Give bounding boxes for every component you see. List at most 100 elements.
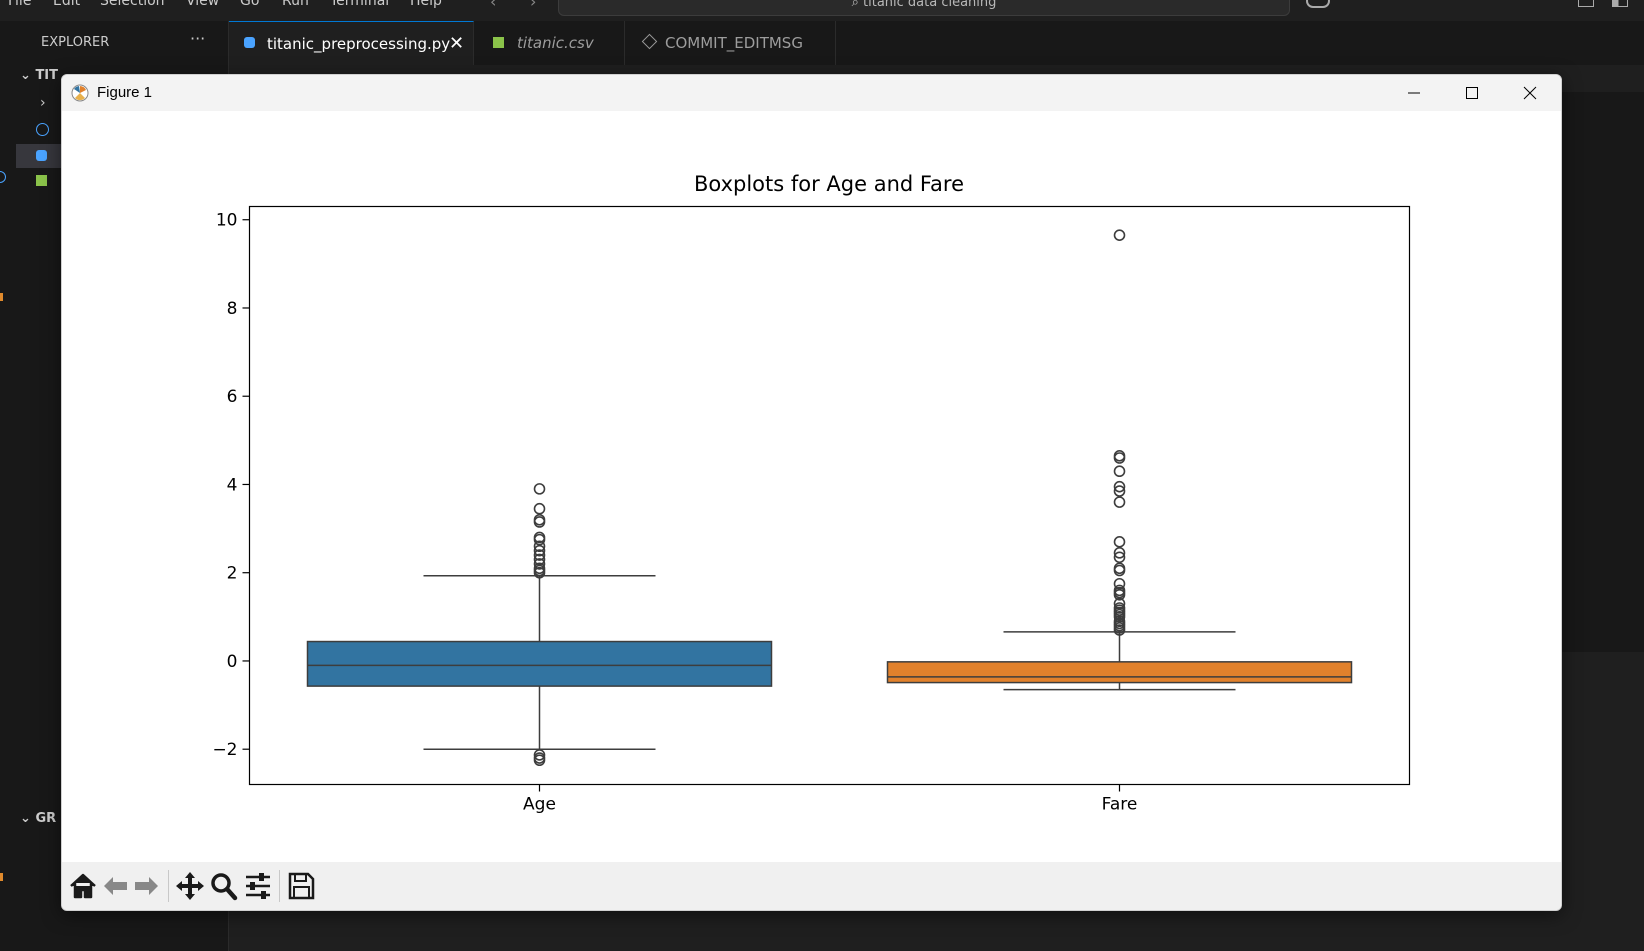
section-header[interactable]: ⌄ GR xyxy=(20,811,57,826)
menu-file[interactable]: File xyxy=(8,0,32,9)
folder-header[interactable]: ⌄ TIT xyxy=(20,68,59,83)
outlier-point xyxy=(533,502,546,515)
outlier-point xyxy=(1113,602,1126,614)
tab-commit-editmsg[interactable]: COMMIT_EDITMSG xyxy=(625,21,836,65)
save-icon xyxy=(288,872,315,900)
close-icon[interactable]: ✕ xyxy=(449,33,465,54)
nav-back-icon[interactable]: ‹ xyxy=(490,0,497,11)
menu-go[interactable]: Go xyxy=(240,0,260,9)
menu-edit[interactable]: Edit xyxy=(53,0,81,9)
tab-label: titanic_preprocessing.py xyxy=(267,35,451,53)
minimize-button[interactable] xyxy=(1385,75,1443,111)
outlier-point xyxy=(533,531,546,544)
chevron-down-icon: ⌄ xyxy=(20,811,31,826)
menu-view[interactable]: View xyxy=(186,0,220,9)
y-tick-label: 0 xyxy=(227,652,238,672)
panel-toggle-icon[interactable] xyxy=(1612,0,1628,7)
outlier-point xyxy=(1113,562,1126,575)
chart-title: Boxplots for Age and Fare xyxy=(694,172,964,196)
table-icon xyxy=(493,37,504,48)
outlier-point xyxy=(1113,496,1126,508)
toolbar-separator xyxy=(168,870,169,902)
tab-titanic-csv[interactable]: titanic.csv xyxy=(474,21,625,65)
outlier-point xyxy=(533,754,546,767)
y-tick-label: 8 xyxy=(227,299,238,319)
copilot-icon[interactable] xyxy=(1306,0,1330,8)
figure-title: Figure 1 xyxy=(97,84,153,101)
pan-icon xyxy=(176,872,204,900)
y-tick-label: −2 xyxy=(212,740,237,760)
y-tick-label: 2 xyxy=(227,564,238,584)
box-age xyxy=(306,483,773,767)
figure-canvas[interactable]: Boxplots for Age and Fare −2 0 2 4 6 8 10 Age Fa… xyxy=(62,111,1561,862)
tab-label: titanic.csv xyxy=(517,34,594,52)
nav-forward-icon[interactable]: › xyxy=(530,0,537,11)
save-button[interactable] xyxy=(284,868,318,904)
menu-bar: File Edit Selection View Go Run Terminal… xyxy=(0,0,1644,21)
y-tick-label: 4 xyxy=(227,475,238,495)
outlier-point xyxy=(533,540,546,553)
more-actions-icon[interactable]: ··· xyxy=(190,29,206,48)
forward-button[interactable] xyxy=(130,868,164,904)
outlier-point xyxy=(533,544,546,557)
menu-run[interactable]: Run xyxy=(282,0,309,9)
accounts-icon[interactable] xyxy=(0,171,6,183)
info-icon xyxy=(36,123,49,136)
tab-titanic-preprocessing[interactable]: titanic_preprocessing.py ✕ xyxy=(229,21,474,66)
outlier-point xyxy=(1113,551,1126,564)
menu-selection[interactable]: Selection xyxy=(100,0,165,9)
zoom-button[interactable] xyxy=(207,868,241,904)
outlier-point xyxy=(1113,480,1126,493)
home-button[interactable] xyxy=(66,868,100,904)
outlier-point xyxy=(533,513,546,526)
outlier-point xyxy=(1113,584,1126,597)
outlier-point xyxy=(1113,465,1126,478)
outlier-point xyxy=(533,549,546,561)
menu-help[interactable]: Help xyxy=(410,0,442,9)
close-window-button[interactable] xyxy=(1501,75,1559,111)
search-icon: ⌕ xyxy=(851,0,864,10)
forward-icon xyxy=(135,877,158,895)
home-icon xyxy=(70,873,96,899)
tab-label: COMMIT_EDITMSG xyxy=(665,34,803,52)
maximize-icon xyxy=(1466,87,1478,99)
x-tick-label: Fare xyxy=(1102,795,1138,815)
table-icon xyxy=(36,175,47,186)
toolbar-separator xyxy=(279,870,280,902)
maximize-button[interactable] xyxy=(1443,75,1501,111)
activity-bar xyxy=(0,21,16,951)
pan-button[interactable] xyxy=(173,868,207,904)
outlier-point xyxy=(1113,485,1126,497)
configure-icon xyxy=(246,873,270,899)
figure-window: Figure 1 Boxplots for Age and Fare −2 0 2 4… xyxy=(61,74,1562,911)
explorer-title: EXPLORER xyxy=(41,35,110,50)
command-center-search[interactable]: ⌕ titanic data cleaning xyxy=(558,0,1290,16)
outlier-point xyxy=(1113,615,1126,628)
close-icon xyxy=(1523,86,1537,100)
outlier-point xyxy=(1113,449,1126,462)
box-body xyxy=(306,640,773,687)
configure-subplots-button[interactable] xyxy=(241,868,275,904)
outlier-point xyxy=(1113,547,1126,559)
layout-icon[interactable] xyxy=(1578,0,1594,7)
outlier-point xyxy=(533,553,546,566)
boxplot-chart: Boxplots for Age and Fare −2 0 2 4 6 8 10 Age Fa… xyxy=(212,172,1411,815)
chevron-down-icon: ⌄ xyxy=(20,68,31,83)
outlier-point xyxy=(533,558,546,570)
x-tick-label: Age xyxy=(523,795,556,815)
outlier-point xyxy=(533,562,546,575)
search-text: titanic data cleaning xyxy=(863,0,997,10)
menu-terminal[interactable]: Terminal xyxy=(330,0,390,9)
box-fare xyxy=(886,229,1353,691)
outlier-point xyxy=(1113,229,1126,241)
back-button[interactable] xyxy=(98,868,132,904)
matplotlib-icon xyxy=(71,84,89,102)
zoom-icon xyxy=(211,873,238,901)
y-tick-label: 6 xyxy=(227,387,238,407)
figure-titlebar[interactable]: Figure 1 xyxy=(62,75,1561,111)
outlier-point xyxy=(533,749,546,761)
back-icon xyxy=(104,877,127,895)
chevron-right-icon[interactable]: › xyxy=(40,95,46,111)
outlier-point xyxy=(1113,577,1126,590)
notification-marker xyxy=(0,293,3,301)
